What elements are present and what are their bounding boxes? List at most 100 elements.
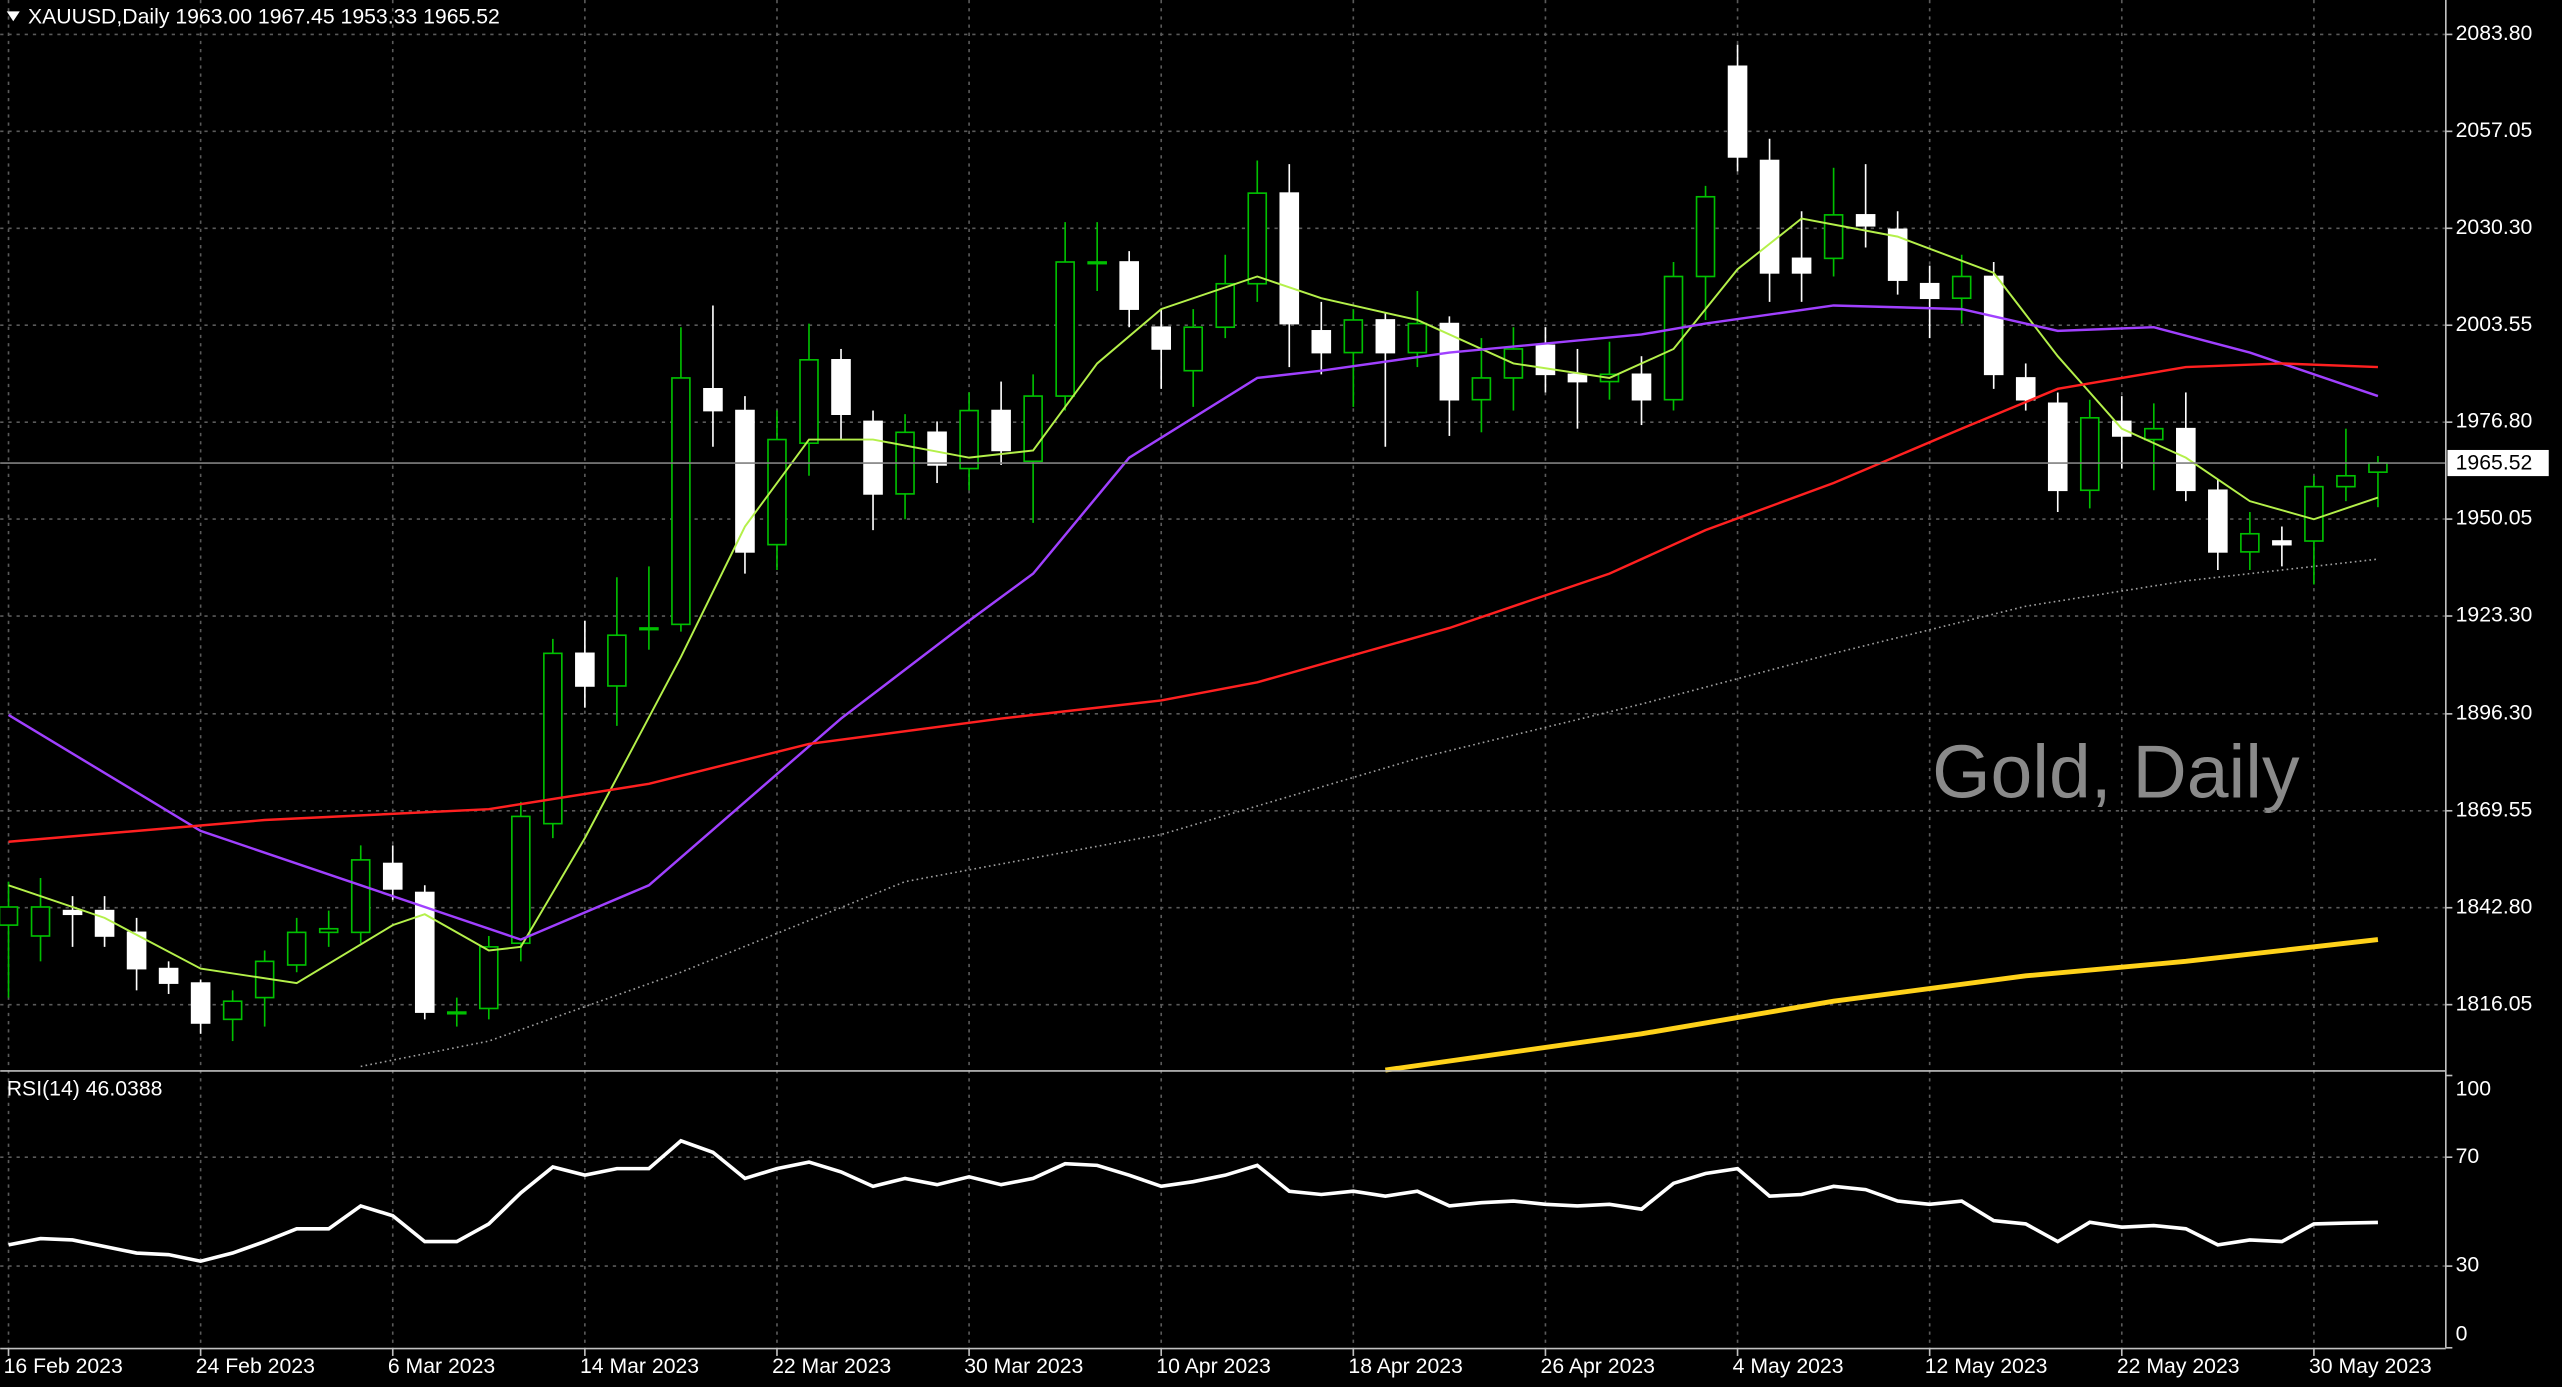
candle-body xyxy=(479,946,499,1010)
candle-body xyxy=(1407,322,1428,354)
candle-body xyxy=(1951,275,1972,300)
candle-body xyxy=(2015,377,2036,401)
candle-body xyxy=(1311,330,1332,354)
candle-body xyxy=(735,409,755,553)
candle-body xyxy=(1247,192,1268,285)
y-tick-label: 30 xyxy=(2456,1254,2480,1277)
x-tick-label: 22 Mar 2023 xyxy=(772,1355,891,1378)
y-tick-label: 0 xyxy=(2456,1322,2468,1345)
candle-body xyxy=(1759,159,1780,274)
candle-body xyxy=(639,627,659,631)
candle-body xyxy=(382,862,403,890)
candle-body xyxy=(222,1000,243,1021)
candle-body xyxy=(959,409,979,470)
watermark: Gold, Daily xyxy=(1932,729,2300,813)
y-tick-label: 2083.80 xyxy=(2456,22,2533,45)
candle-body xyxy=(799,359,819,444)
candle-body xyxy=(767,438,787,546)
chart-title: XAUUSD,Daily 1963.00 1967.45 1953.33 196… xyxy=(28,6,500,29)
y-tick-label: 1896.30 xyxy=(2456,701,2533,724)
candle-body xyxy=(1983,275,2004,376)
moving-average-line xyxy=(360,558,2379,1068)
y-tick-label: 1923.30 xyxy=(2456,604,2533,627)
y-tick-label: 2003.55 xyxy=(2456,313,2533,336)
candle-body xyxy=(1567,373,1588,383)
candle-body xyxy=(1183,326,1204,372)
y-tick-label: 70 xyxy=(2456,1145,2480,1168)
candle-body xyxy=(94,909,115,937)
candle-body xyxy=(2047,402,2068,492)
candle-body xyxy=(1215,282,1236,329)
candle-body xyxy=(1887,228,1908,281)
indicator-title: RSI(14) 46.0388 xyxy=(7,1077,163,1100)
plot-layer xyxy=(0,0,2453,1356)
candle-body xyxy=(703,388,723,412)
candle-body xyxy=(2144,427,2164,441)
x-tick-label: 24 Feb 2023 xyxy=(196,1355,315,1378)
candle-body xyxy=(1055,261,1075,397)
candle-body xyxy=(831,359,851,416)
candle-body xyxy=(2240,532,2260,553)
candle-body xyxy=(30,906,51,937)
candle-body xyxy=(1375,319,1396,354)
candle-body xyxy=(190,982,211,1024)
candle-body xyxy=(62,909,83,916)
candle-body xyxy=(2272,540,2292,546)
candle-body xyxy=(2079,416,2100,492)
last-price-box xyxy=(2447,449,2549,477)
candle-body xyxy=(1663,275,1684,401)
x-tick-label: 14 Mar 2023 xyxy=(580,1355,699,1378)
moving-average-line xyxy=(8,217,2379,985)
candle-body xyxy=(927,431,947,466)
x-tick-label: 6 Mar 2023 xyxy=(388,1355,495,1378)
candle-body xyxy=(991,409,1011,452)
x-tick-label: 30 May 2023 xyxy=(2309,1355,2432,1378)
candle-body xyxy=(607,634,627,687)
candle-body xyxy=(2176,427,2196,492)
candle-body xyxy=(1695,195,1716,278)
candle-body xyxy=(414,891,435,1013)
moving-average-line xyxy=(1385,937,2379,1073)
candle-body xyxy=(1727,65,1748,158)
candle-body xyxy=(318,927,339,934)
candle-body xyxy=(2336,474,2356,488)
candle-body xyxy=(1919,282,1940,300)
candle-body xyxy=(1439,322,1460,401)
candle-body xyxy=(1631,373,1652,401)
symbol-menu-arrow[interactable] xyxy=(6,11,20,22)
moving-average-line xyxy=(7,304,2379,941)
candle-body xyxy=(286,931,307,966)
candle-body xyxy=(350,859,371,934)
candle-body xyxy=(158,967,179,984)
x-tick-label: 10 Apr 2023 xyxy=(1156,1355,1270,1378)
candle-body xyxy=(1855,214,1876,227)
candle-body xyxy=(446,1011,467,1015)
last-price-label: 1965.52 xyxy=(2456,451,2533,474)
candle-body xyxy=(543,652,563,825)
y-tick-label: 2030.30 xyxy=(2456,216,2533,239)
candle-body xyxy=(1791,257,1812,274)
candle-body xyxy=(2208,489,2228,553)
candle-body xyxy=(2368,462,2388,473)
y-tick-label: 1869.55 xyxy=(2456,798,2533,821)
y-tick-label: 1976.80 xyxy=(2456,410,2533,433)
candle-body xyxy=(126,931,147,970)
moving-average-line xyxy=(8,362,2378,843)
y-tick-label: 100 xyxy=(2456,1077,2491,1100)
y-tick-label: 1950.05 xyxy=(2456,507,2533,530)
candle-body xyxy=(511,815,531,945)
x-tick-label: 4 May 2023 xyxy=(1733,1355,1844,1378)
candle-body xyxy=(1823,214,1844,260)
rsi-line xyxy=(8,1138,2378,1264)
x-tick-label: 16 Feb 2023 xyxy=(4,1355,123,1378)
candle-body xyxy=(1119,261,1139,310)
candle-body xyxy=(2304,485,2324,542)
y-tick-label: 2057.05 xyxy=(2456,119,2533,142)
candle-body xyxy=(1343,319,1364,354)
y-tick-label: 1816.05 xyxy=(2456,992,2533,1015)
candle-body xyxy=(575,652,595,687)
candle-body xyxy=(1279,192,1300,325)
y-tick-label: 1842.80 xyxy=(2456,895,2533,918)
x-tick-label: 26 Apr 2023 xyxy=(1541,1355,1655,1378)
